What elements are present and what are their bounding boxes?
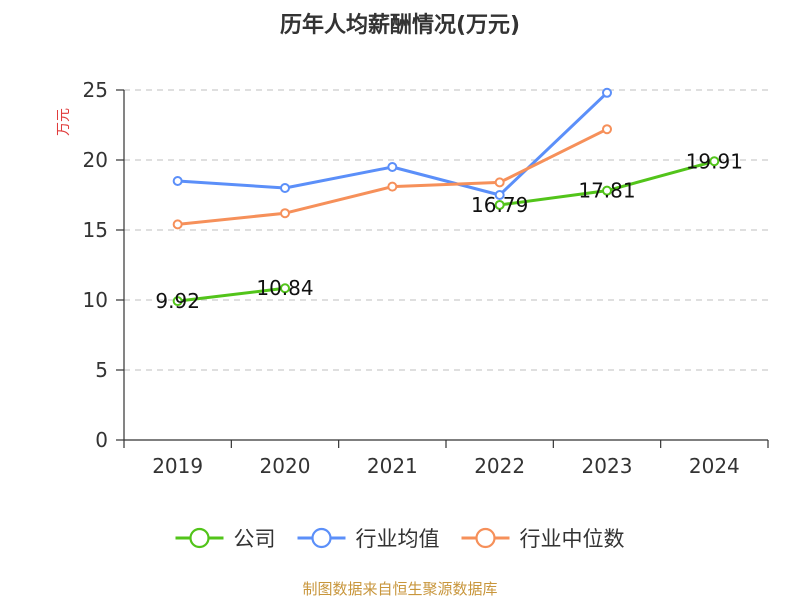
x-tick-label: 2021 xyxy=(367,454,418,478)
data-point[interactable] xyxy=(709,156,720,167)
x-tick-label: 2022 xyxy=(474,454,525,478)
series-layer xyxy=(172,87,720,307)
grid-lines xyxy=(124,89,768,371)
series-line xyxy=(177,286,286,303)
data-point[interactable] xyxy=(602,185,612,196)
y-tick-label: 0 xyxy=(95,428,108,452)
data-label: 16.79 xyxy=(471,193,528,217)
data-point[interactable] xyxy=(172,219,183,230)
legend-swatch-marker xyxy=(311,527,332,549)
data-point[interactable] xyxy=(494,190,505,200)
data-point[interactable] xyxy=(602,124,612,135)
data-label: 10.84 xyxy=(256,276,313,300)
y-axis-label: 万元 xyxy=(56,108,72,136)
data-label: 17.81 xyxy=(578,179,635,203)
data-point[interactable] xyxy=(172,176,183,186)
chart-title: 历年人均薪酬情况(万元) xyxy=(280,12,520,38)
legend-swatch-marker xyxy=(475,527,496,549)
data-label: 19.91 xyxy=(686,149,743,173)
legend-swatch-marker xyxy=(189,527,210,549)
x-tick-label: 2019 xyxy=(152,454,203,478)
axes: 0 5 10 15 20 25 2019 2020 2021 2022 2023 2024 xyxy=(83,78,769,478)
data-point[interactable] xyxy=(280,283,290,294)
series-line xyxy=(177,127,608,226)
y-tick-label: 25 xyxy=(83,78,108,102)
legend-label: 行业中位数 xyxy=(520,527,625,551)
y-tick-label: 15 xyxy=(83,218,108,242)
y-tick-label: 20 xyxy=(83,148,108,172)
data-point[interactable] xyxy=(387,162,398,172)
legend-label: 公司 xyxy=(234,527,276,551)
data-labels: 9.92 10.84 16.79 17.81 19.91 xyxy=(155,149,743,313)
data-point[interactable] xyxy=(494,199,505,210)
legend-item[interactable]: 公司 xyxy=(175,527,276,551)
data-point[interactable] xyxy=(387,181,398,192)
y-tick-label: 10 xyxy=(83,288,108,312)
data-source-note: 制图数据来自恒生聚源数据库 xyxy=(302,580,498,598)
data-label: 9.92 xyxy=(155,289,200,313)
series-line xyxy=(177,91,609,197)
data-point[interactable] xyxy=(602,87,612,98)
legend-label: 行业均值 xyxy=(356,527,440,551)
x-tick-label: 2024 xyxy=(689,454,740,478)
y-tick-label: 5 xyxy=(95,358,108,382)
data-point[interactable] xyxy=(494,177,505,188)
legend[interactable]: 公司 行业均值 行业中位数 xyxy=(175,527,625,551)
legend-item[interactable]: 行业中位数 xyxy=(461,527,625,551)
data-point[interactable] xyxy=(172,296,183,307)
data-point[interactable] xyxy=(280,208,290,219)
data-point[interactable] xyxy=(280,183,290,193)
x-tick-label: 2023 xyxy=(582,454,633,478)
legend-item[interactable]: 行业均值 xyxy=(297,527,440,551)
x-tick-label: 2020 xyxy=(260,454,311,478)
